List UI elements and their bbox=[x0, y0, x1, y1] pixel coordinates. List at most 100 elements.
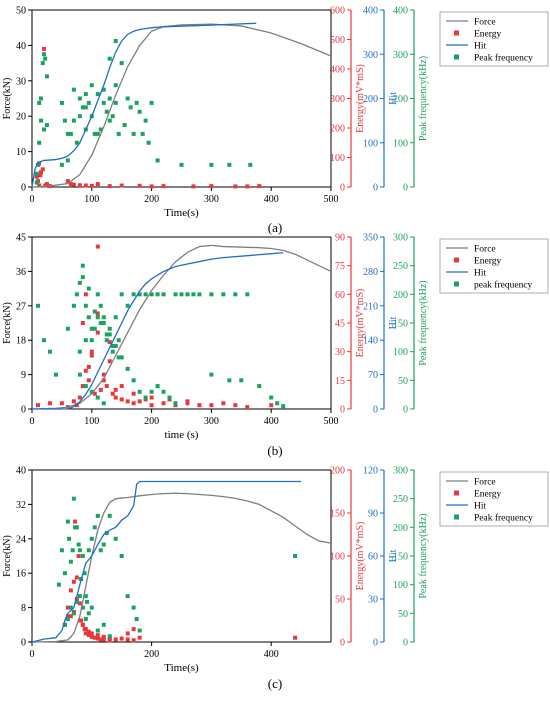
energy-point bbox=[107, 359, 112, 364]
hit-tick-label: 210 bbox=[363, 301, 378, 312]
peak-frequency-point bbox=[134, 100, 139, 105]
energy-tick-label: 400 bbox=[330, 65, 345, 76]
energy-tick-label: 150 bbox=[330, 509, 345, 520]
peak-frequency-point bbox=[98, 321, 103, 325]
peak-frequency-point bbox=[125, 96, 130, 101]
peak-axis-label: Peak frequency(kHz) bbox=[418, 280, 429, 365]
x-tick-label: 400 bbox=[264, 649, 279, 660]
energy-point bbox=[185, 399, 190, 404]
energy-point bbox=[119, 636, 124, 641]
peak-frequency-point bbox=[161, 292, 166, 297]
x-tick-label: 200 bbox=[144, 194, 159, 205]
peak-frequency-point bbox=[83, 338, 88, 343]
energy-tick-label: 30 bbox=[335, 347, 345, 358]
peak-frequency-point bbox=[74, 140, 79, 145]
peak-frequency-point bbox=[34, 171, 39, 176]
legend-label: Force bbox=[474, 478, 496, 488]
peak-frequency-point bbox=[173, 292, 178, 297]
peak-frequency-point bbox=[35, 162, 40, 167]
peak-frequency-point bbox=[34, 180, 39, 185]
peak-frequency-point bbox=[146, 140, 151, 145]
force-line bbox=[31, 492, 332, 643]
peak-frequency-point bbox=[83, 384, 88, 389]
energy-tick-label: 300 bbox=[330, 94, 345, 105]
peak-frequency-point bbox=[65, 158, 70, 163]
peak-frequency-point bbox=[59, 548, 64, 553]
peak-frequency-point bbox=[77, 349, 82, 354]
energy-point bbox=[34, 174, 39, 179]
peak-tick-label: 100 bbox=[393, 138, 408, 149]
energy-tick-label: 75 bbox=[335, 261, 345, 272]
peak-frequency-point bbox=[56, 582, 61, 587]
peak-frequency-point bbox=[62, 622, 67, 627]
peak-frequency-point bbox=[101, 542, 106, 547]
peak-frequency-point bbox=[80, 263, 85, 268]
hit-line bbox=[32, 252, 284, 410]
peak-frequency-point bbox=[281, 404, 286, 409]
energy-point bbox=[77, 183, 82, 188]
energy-point bbox=[113, 387, 118, 392]
energy-point bbox=[149, 184, 154, 189]
peak-frequency-point bbox=[275, 401, 280, 406]
peak-tick-label: 50 bbox=[398, 376, 408, 387]
energy-tick-label: 0 bbox=[340, 638, 345, 649]
force-tick-label: 9 bbox=[21, 370, 26, 381]
energy-tick-label: 15 bbox=[335, 376, 345, 387]
peak-frequency-point bbox=[80, 275, 85, 280]
peak-frequency-point bbox=[95, 315, 100, 320]
hit-axis-label: Hit bbox=[388, 316, 399, 329]
peak-frequency-point bbox=[44, 74, 49, 79]
energy-point bbox=[80, 384, 85, 389]
peak-frequency-point bbox=[143, 292, 148, 297]
energy-point bbox=[209, 403, 214, 408]
peak-tick-label: 300 bbox=[393, 233, 408, 244]
energy-point bbox=[125, 637, 130, 642]
peak-frequency-point bbox=[95, 292, 100, 297]
peak-frequency-point bbox=[113, 100, 118, 105]
peak-frequency-point bbox=[101, 315, 106, 320]
peak-frequency-point bbox=[86, 286, 91, 291]
force-tick-label: 20 bbox=[16, 112, 26, 123]
peak-tick-label: 0 bbox=[403, 405, 408, 416]
peak-frequency-point bbox=[173, 401, 178, 406]
energy-point bbox=[221, 401, 226, 406]
peak-frequency-point bbox=[131, 131, 136, 136]
energy-tick-label: 600 bbox=[330, 6, 345, 17]
force-tick-label: 0 bbox=[21, 405, 26, 416]
peak-frequency-point bbox=[38, 118, 43, 123]
peak-frequency-point bbox=[41, 338, 46, 343]
energy-point bbox=[89, 183, 94, 188]
peak-frequency-point bbox=[83, 303, 88, 308]
peak-frequency-point bbox=[227, 162, 232, 167]
peak-frequency-point bbox=[104, 109, 109, 114]
energy-point bbox=[233, 184, 238, 189]
peak-frequency-point bbox=[197, 292, 202, 297]
energy-point bbox=[86, 633, 91, 638]
energy-tick-label: 200 bbox=[330, 124, 345, 135]
legend-label: Force bbox=[474, 18, 496, 28]
peak-frequency-point bbox=[149, 100, 154, 105]
energy-point bbox=[83, 183, 88, 188]
hit-tick-label: 70 bbox=[368, 370, 378, 381]
peak-frequency-point bbox=[116, 355, 121, 360]
peak-frequency-point bbox=[113, 83, 118, 88]
peak-frequency-point bbox=[80, 605, 85, 610]
peak-frequency-point bbox=[104, 338, 109, 343]
peak-frequency-point bbox=[134, 617, 139, 622]
energy-point bbox=[38, 170, 43, 175]
energy-point bbox=[149, 395, 154, 400]
energy-point bbox=[40, 167, 45, 172]
energy-point bbox=[197, 403, 202, 408]
peak-axis-label: Peak frequency(kHz) bbox=[418, 56, 429, 141]
peak-frequency-point bbox=[233, 292, 238, 297]
energy-point bbox=[37, 183, 42, 188]
force-line bbox=[31, 23, 332, 188]
legend-label: Peak frequency bbox=[474, 53, 533, 64]
energy-point bbox=[44, 182, 49, 187]
peak-frequency-point bbox=[71, 496, 76, 501]
energy-point bbox=[98, 637, 103, 642]
hit-tick-label: 120 bbox=[363, 466, 378, 477]
hit-axis-label: Hit bbox=[388, 92, 399, 105]
energy-point bbox=[59, 401, 64, 406]
